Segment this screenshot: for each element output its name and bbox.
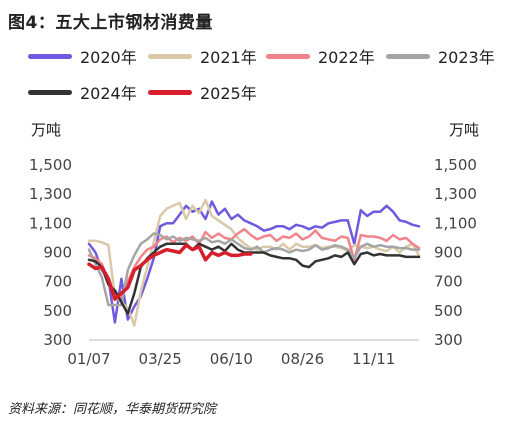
y-tick-label-right: 900: [434, 244, 463, 262]
series-line-2020: [87, 200, 421, 324]
y-tick-label-right: 1,300: [434, 185, 477, 203]
legend-label: 2023年: [438, 48, 495, 67]
legend-label: 2024年: [80, 84, 137, 103]
legend-label: 2025年: [200, 84, 257, 103]
legend-item-2025: 2025年: [148, 80, 257, 104]
figure-title: 图4：五大上市钢材消费量: [8, 13, 213, 33]
legend-label: 2021年: [200, 48, 257, 67]
legend-item-2020: 2020年: [28, 44, 137, 68]
series-line-2023: [87, 232, 421, 307]
y-tick-label-right: 700: [434, 273, 463, 291]
x-axis: 01/07 03/25 06/10 08/26 11/11: [67, 350, 395, 368]
y-tick-label-left: 1,300: [29, 185, 72, 203]
legend-item-2024: 2024年: [28, 80, 137, 104]
series-lines: [87, 198, 421, 327]
x-tick-label: 03/25: [139, 350, 182, 368]
legend-item-2023: 2023年: [386, 44, 495, 68]
y-tick-label-right: 1,100: [434, 214, 477, 232]
y-tick-label-left: 1,100: [29, 214, 72, 232]
y-tick-label-left: 500: [43, 302, 72, 320]
y-tick-label-right: 500: [434, 302, 463, 320]
legend-item-2022: 2022年: [266, 44, 375, 68]
series-line-2025: [87, 243, 253, 301]
y-axis-right: 1,500 1,300 1,100 900 700 500 300: [434, 156, 477, 349]
y-tick-label-right: 300: [434, 331, 463, 349]
y-axis-unit-left: 万吨: [31, 121, 61, 139]
x-tick-label: 08/26: [281, 350, 324, 368]
legend-swatch: [266, 53, 310, 59]
x-tick-label: 06/10: [210, 350, 253, 368]
y-tick-label-right: 1,500: [434, 156, 477, 174]
y-axis-unit-right: 万吨: [449, 121, 479, 139]
y-tick-label-left: 1,500: [29, 156, 72, 174]
source-note: 资料来源：同花顺，华泰期货研究院: [8, 402, 217, 417]
y-axis-left: 1,500 1,300 1,100 900 700 500 300: [29, 156, 72, 349]
legend-swatch: [148, 53, 192, 59]
legend-swatch: [28, 53, 72, 59]
legend-swatch: [386, 53, 430, 59]
legend-label: 2020年: [80, 48, 137, 67]
y-tick-label-left: 700: [43, 273, 72, 291]
legend-swatch: [28, 89, 72, 95]
y-tick-label-left: 300: [43, 331, 72, 349]
x-tick-label: 01/07: [67, 350, 110, 368]
y-tick-label-left: 900: [43, 244, 72, 262]
x-tick-label: 11/11: [352, 350, 395, 368]
legend-item-2021: 2021年: [148, 44, 257, 68]
legend-label: 2022年: [318, 48, 375, 67]
legend-swatch: [148, 89, 192, 95]
series-line-2022: [87, 227, 421, 301]
